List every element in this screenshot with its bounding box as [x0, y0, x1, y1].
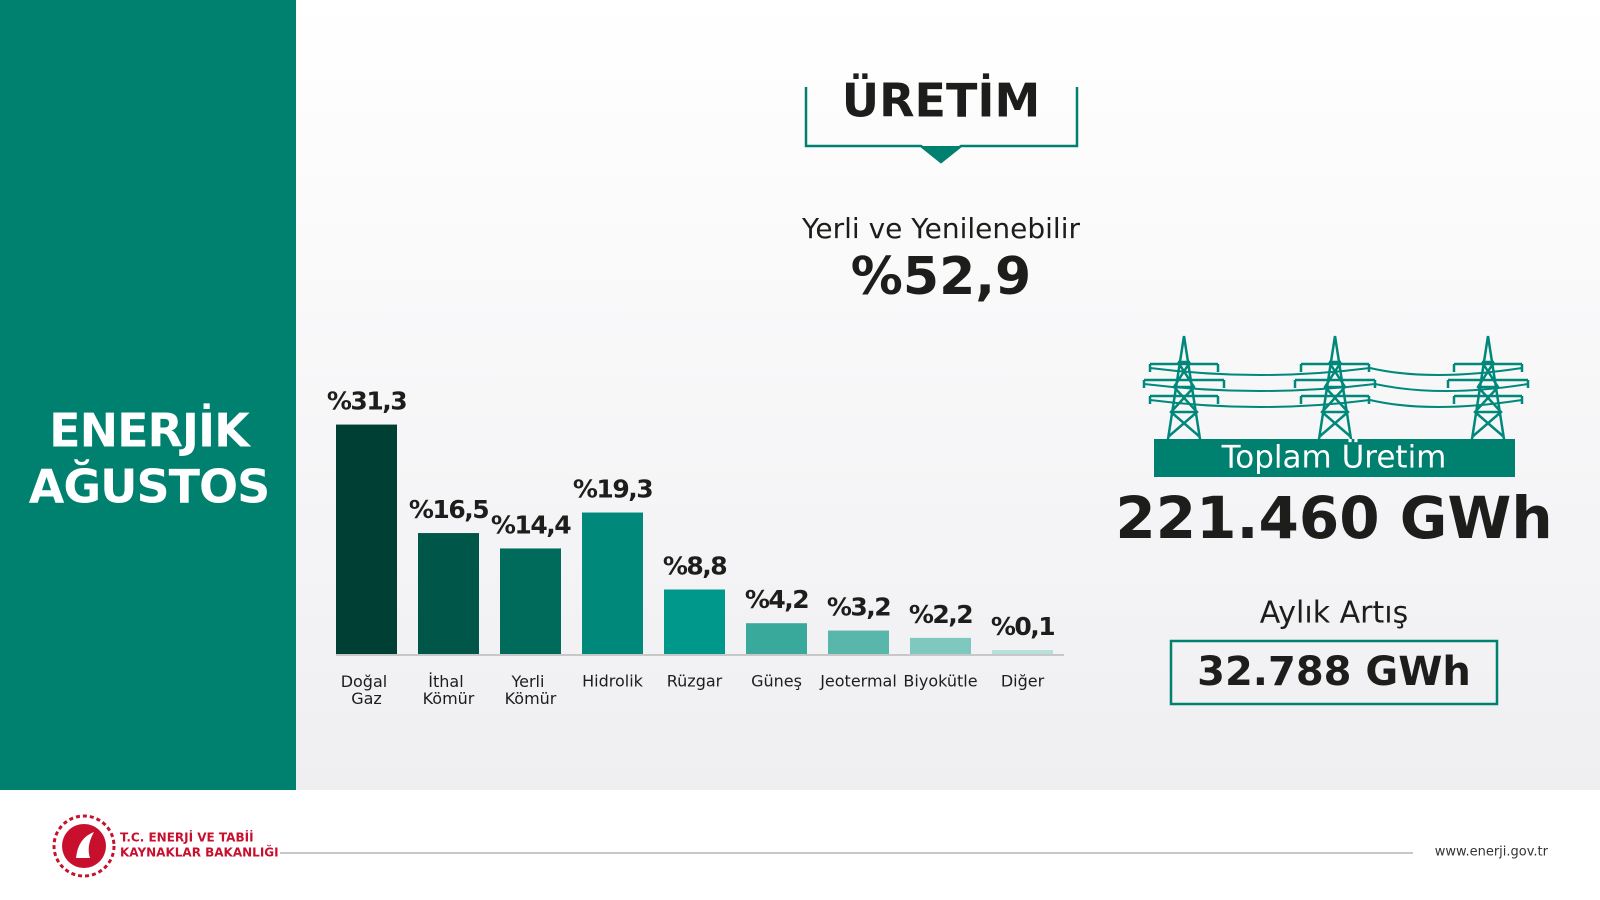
category-label: İthal Kömür: [423, 672, 475, 708]
value-label: %16,5: [409, 495, 488, 524]
value-label: %14,4: [491, 510, 571, 539]
total-label: Toplam Üretim: [1221, 439, 1447, 476]
panel-title: ENERJİK: [49, 404, 252, 458]
url: www.enerji.gov.tr: [1435, 845, 1549, 860]
value-label: %4,2: [745, 585, 808, 614]
category-label: Güneş: [751, 672, 802, 691]
value-label: %3,2: [827, 593, 890, 622]
main-bg: [296, 0, 1600, 790]
category-label: Biyokütle: [903, 672, 977, 691]
subtitle: Yerli ve Yenilenebilir: [801, 212, 1081, 245]
increase-box: [1169, 639, 1499, 706]
bar: [336, 424, 397, 654]
total-value: 221.460 GWh: [1115, 484, 1552, 552]
bar: [992, 650, 1053, 654]
bar: [828, 630, 889, 654]
bar: [910, 637, 971, 654]
value-label: %19,3: [573, 475, 652, 504]
category-label: Yerli Kömür: [505, 672, 557, 708]
footer: T.C. ENERJİ VE TABİİ KAYNAKLAR BAKANLIĞI…: [52, 814, 1549, 878]
panel-title: AĞUSTOS: [29, 460, 269, 514]
bar: [500, 548, 561, 654]
category-label: Jeotermal: [819, 672, 897, 691]
value-label: %0,1: [991, 612, 1054, 641]
header-notch: [921, 146, 961, 162]
value-label: %8,8: [663, 551, 726, 580]
value-label: %2,2: [909, 600, 972, 629]
pylons: [1142, 334, 1530, 454]
category-label: Doğal Gaz: [341, 672, 393, 708]
category-label: Hidrolik: [582, 672, 644, 691]
org-name: T.C. ENERJİ VE TABİİ: [120, 830, 254, 845]
bar: [746, 623, 807, 654]
category-label: Diğer: [1001, 672, 1045, 691]
left-panel: [0, 0, 296, 790]
header-title: ÜRETİM: [842, 74, 1040, 128]
total-label-box: [1154, 439, 1515, 477]
bar: [582, 512, 643, 654]
bar: [418, 533, 479, 654]
category-label: Rüzgar: [667, 672, 723, 691]
highlight-value: %52,9: [851, 247, 1031, 307]
org-name: KAYNAKLAR BAKANLIĞI: [120, 845, 279, 860]
increase-value: 32.788 GWh: [1197, 649, 1471, 695]
value-label: %31,3: [327, 387, 406, 416]
bar: [664, 589, 725, 654]
increase-label: Aylık Artış: [1260, 596, 1408, 631]
